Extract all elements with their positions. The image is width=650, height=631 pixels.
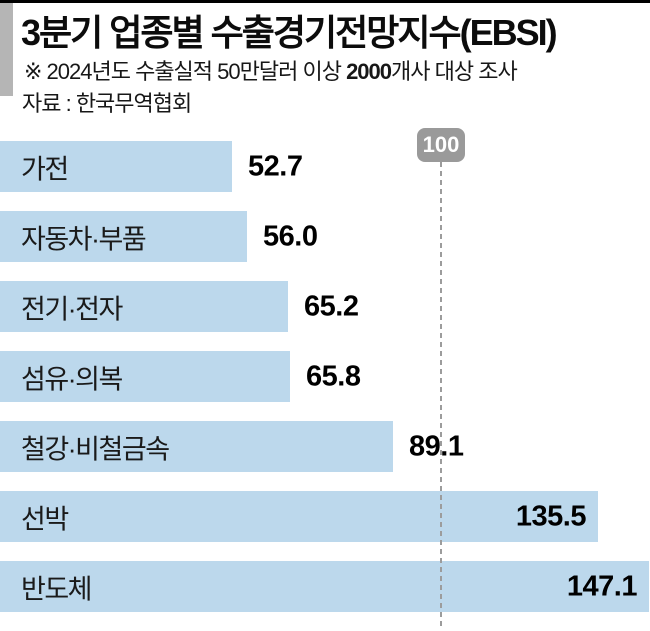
bar xyxy=(0,141,232,192)
category-label: 전기·전자 xyxy=(21,294,123,324)
bar xyxy=(0,491,598,542)
chart-row: 섬유·의복 65.8 xyxy=(0,351,650,402)
header-left-strip xyxy=(0,3,13,96)
chart-row: 철강·비철금속 89.1 xyxy=(0,421,650,472)
category-label: 선박 xyxy=(21,504,69,534)
chart-row: 반도체 147.1 xyxy=(0,561,650,612)
bar xyxy=(0,211,247,262)
category-label: 반도체 xyxy=(21,574,93,604)
value-label: 52.7 xyxy=(248,150,303,182)
source-line: 자료 : 한국무역협회 xyxy=(22,91,192,116)
value-label: 65.2 xyxy=(304,290,359,322)
chart-row: 가전 52.7 xyxy=(0,141,650,192)
reference-value-badge: 100 xyxy=(417,128,465,162)
note-text-1: ※ 2024년도 수출실적 50만달러 이상 xyxy=(24,59,347,84)
chart-row: 선박 135.5 xyxy=(0,491,650,542)
value-label: 147.1 xyxy=(566,570,638,602)
chart-row: 자동차·부품 56.0 xyxy=(0,211,650,262)
category-label: 자동차·부품 xyxy=(21,224,147,254)
chart-title: 3분기 업종별 수출경기전망지수(EBSI) xyxy=(21,12,558,53)
value-label: 65.8 xyxy=(306,360,361,392)
bar xyxy=(0,281,288,332)
bar xyxy=(0,561,649,612)
note-bold-count: 2000 xyxy=(346,59,392,84)
value-label: 89.1 xyxy=(409,430,464,462)
reference-dashed-line xyxy=(440,162,442,626)
bar xyxy=(0,351,290,402)
value-label: 135.5 xyxy=(515,500,587,532)
bar-chart: 가전 52.7 자동차·부품 56.0 전기·전자 65.2 섬유·의복 65.… xyxy=(0,141,650,631)
category-label: 철강·비철금속 xyxy=(21,434,170,464)
category-label: 가전 xyxy=(21,154,69,184)
chart-note: ※ 2024년도 수출실적 50만달러 이상 2000개사 대상 조사 xyxy=(24,54,644,86)
category-label: 섬유·의복 xyxy=(21,364,123,394)
note-text-2: 개사 대상 조사 xyxy=(391,59,518,84)
top-rule xyxy=(0,0,650,3)
value-label: 56.0 xyxy=(263,220,318,252)
chart-row: 전기·전자 65.2 xyxy=(0,281,650,332)
bar xyxy=(0,421,393,472)
